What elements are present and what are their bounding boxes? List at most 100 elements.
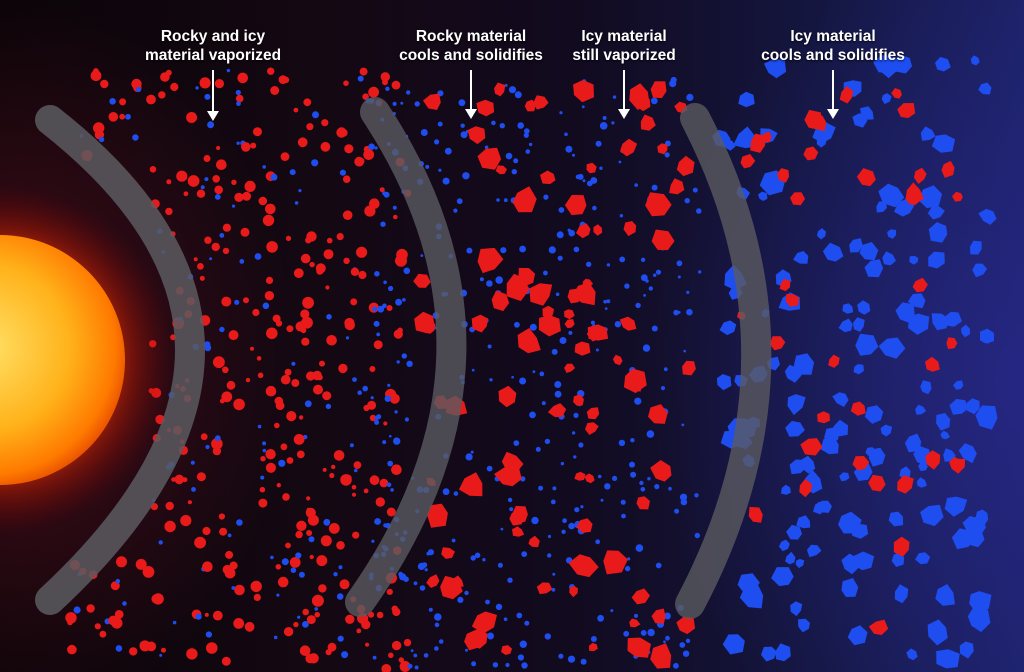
rocky-particle	[257, 372, 264, 379]
icy-particle	[568, 522, 575, 530]
rocky-particle	[369, 475, 380, 486]
icy-particle	[600, 498, 604, 502]
icy-particle	[539, 371, 545, 377]
rocky-particle	[307, 514, 319, 526]
rocky-particle	[170, 82, 179, 92]
icy-particle	[571, 431, 576, 435]
rocky-particle	[116, 556, 127, 568]
icy-particle	[390, 488, 394, 492]
icy-particle	[404, 417, 409, 422]
icy-particle	[676, 260, 683, 267]
icy-chunk	[878, 337, 906, 359]
rocky-particle	[339, 128, 348, 137]
icy-particle	[262, 302, 270, 310]
icy-particle	[214, 194, 221, 200]
icy-particle	[552, 572, 556, 576]
icy-particle	[298, 189, 302, 193]
icy-particle	[385, 86, 390, 92]
icy-particle	[614, 321, 622, 328]
icy-particle	[514, 321, 520, 328]
icy-particle	[528, 142, 533, 147]
icy-particle	[333, 572, 338, 577]
icy-particle	[619, 256, 626, 263]
icy-particle	[204, 93, 211, 100]
rocky-particle	[386, 588, 393, 596]
rocky-particle	[325, 649, 332, 656]
rocky-chunk	[850, 401, 866, 416]
rocky-chunk	[458, 472, 483, 497]
rocky-particle	[253, 593, 261, 602]
icy-particle	[465, 453, 473, 461]
rocky-chunk	[650, 81, 667, 99]
icy-particle	[555, 292, 560, 297]
rocky-chunk	[494, 82, 506, 97]
icy-chunk	[857, 300, 871, 315]
rocky-particle	[388, 652, 394, 659]
rocky-particle	[244, 621, 255, 632]
icy-particle	[159, 653, 163, 657]
icy-particle	[219, 326, 225, 333]
rocky-particle	[180, 515, 192, 527]
icy-particle	[98, 136, 105, 143]
icy-particle	[578, 442, 584, 448]
icy-chunk	[894, 584, 909, 604]
icy-particle	[495, 276, 504, 284]
icy-particle	[465, 648, 468, 652]
icy-particle	[516, 612, 523, 619]
icy-particle	[544, 633, 551, 640]
rocky-chunk	[564, 319, 575, 329]
rocky-particle	[293, 107, 299, 113]
rocky-particle	[376, 611, 384, 619]
rocky-chunk	[740, 154, 756, 169]
rocky-particle	[275, 564, 282, 570]
icy-particle	[426, 551, 431, 556]
icy-particle	[497, 562, 503, 568]
icy-particle	[560, 461, 565, 466]
rocky-chunk	[509, 511, 525, 526]
rocky-chunk	[676, 616, 696, 635]
rocky-particle	[277, 576, 289, 588]
icy-chunk	[847, 625, 868, 646]
rocky-chunk	[856, 168, 876, 187]
rocky-particle	[379, 187, 385, 193]
icy-particle	[677, 310, 681, 314]
zone-arrow-rocky-solidifies	[470, 70, 472, 110]
rocky-particle	[343, 80, 349, 86]
rocky-chunk	[440, 575, 463, 600]
rocky-particle	[316, 555, 328, 567]
rocky-particle	[344, 211, 349, 216]
icy-chunk	[851, 523, 869, 539]
rocky-particle	[211, 438, 223, 450]
rocky-chunk	[589, 642, 598, 652]
icy-particle	[109, 98, 116, 105]
rocky-particle	[241, 142, 251, 152]
rocky-chunk	[799, 478, 813, 498]
icy-particle	[580, 658, 587, 665]
icy-chunk	[978, 208, 997, 225]
icy-chunk	[931, 134, 956, 153]
icy-chunk	[915, 552, 931, 565]
icy-particle	[692, 187, 698, 193]
rocky-particle	[359, 67, 368, 76]
icy-particle	[517, 122, 524, 129]
icy-particle	[437, 121, 443, 127]
rocky-chunk	[538, 315, 561, 337]
rocky-particle	[203, 155, 211, 162]
icy-particle	[294, 201, 299, 205]
rocky-particle	[363, 404, 370, 412]
rocky-chunk	[524, 99, 536, 112]
icy-particle	[686, 93, 694, 101]
icy-particle	[499, 123, 505, 129]
rocky-chunk	[533, 95, 549, 110]
icy-particle	[618, 160, 622, 164]
rocky-chunk	[517, 328, 541, 354]
icy-particle	[686, 290, 690, 294]
rocky-particle	[282, 493, 290, 501]
rocky-chunk	[427, 503, 448, 528]
rocky-particle	[314, 611, 321, 618]
icy-particle	[654, 484, 660, 490]
rocky-particle	[94, 623, 101, 630]
rocky-chunk	[536, 582, 553, 595]
rocky-particle	[353, 461, 362, 469]
rocky-particle	[306, 496, 311, 501]
